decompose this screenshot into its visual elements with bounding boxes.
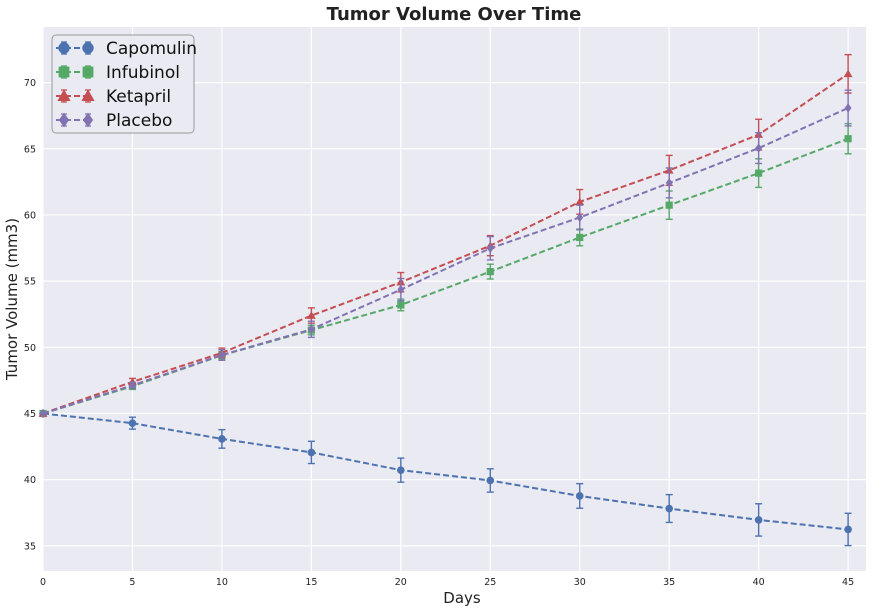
data-point	[307, 324, 315, 335]
data-point	[128, 419, 137, 427]
data-point	[486, 243, 494, 254]
y-tick-label: 60	[24, 210, 36, 221]
data-point	[844, 103, 852, 113]
legend-marker	[82, 112, 94, 128]
x-tick-label: 35	[663, 577, 675, 588]
y-axis-label: Tumor Volume (mm3)	[3, 218, 21, 381]
series-placebo	[39, 89, 852, 419]
y-tick-label: 65	[24, 144, 36, 155]
data-point	[575, 197, 585, 206]
legend-marker	[58, 112, 70, 128]
y-tick-label: 55	[24, 277, 36, 288]
x-tick-label: 10	[216, 577, 228, 588]
series-line	[42, 107, 849, 415]
data-point	[397, 301, 405, 309]
data-point	[486, 268, 494, 276]
grid	[42, 27, 866, 571]
data-point	[665, 201, 673, 209]
data-point	[576, 212, 584, 223]
x-tick-label: 0	[40, 577, 46, 588]
data-point	[755, 143, 763, 153]
legend-item-capomulin: Capomulin	[56, 39, 197, 59]
series-line	[42, 73, 849, 415]
legend-marker	[58, 42, 70, 54]
x-tick-label: 15	[305, 577, 317, 588]
data-point	[665, 178, 673, 188]
series-line	[42, 412, 849, 531]
legend-marker	[81, 89, 95, 101]
legend-item-placebo: Placebo	[56, 111, 172, 131]
x-tick-label: 40	[753, 577, 765, 588]
data-point	[218, 350, 226, 360]
x-tick-label: 30	[574, 577, 586, 588]
legend-label: Infubinol	[106, 63, 180, 83]
data-point	[218, 435, 226, 443]
x-tick-label: 5	[129, 577, 135, 588]
legend-item-ketapril: Ketapril	[56, 87, 171, 107]
data-point	[39, 408, 47, 419]
data-point	[665, 504, 673, 513]
y-tick-label: 50	[24, 343, 36, 354]
chart-title: Tumor Volume Over Time	[327, 4, 582, 25]
ticks: 0 5 10 15 20 25 30 35 40 45 35 40 45 50 55 60 65 70	[24, 78, 854, 588]
data-point	[576, 233, 584, 242]
data-point	[307, 448, 316, 457]
legend-box	[51, 34, 195, 134]
legend-label: Placebo	[106, 111, 172, 131]
data-point	[397, 284, 405, 295]
legend-marker	[57, 89, 71, 101]
y-tick-label: 35	[24, 541, 36, 552]
x-tick-label: 25	[484, 577, 496, 588]
legend-label: Capomulin	[106, 39, 197, 59]
x-tick-label: 45	[842, 577, 854, 588]
y-tick-label: 45	[24, 409, 36, 420]
data-point	[306, 311, 316, 319]
legend-marker	[82, 42, 94, 54]
data-point	[844, 135, 852, 143]
data-point	[754, 516, 763, 524]
y-tick-label: 70	[24, 78, 36, 89]
y-tick-label: 40	[24, 475, 36, 486]
x-tick-label: 20	[395, 577, 407, 588]
legend-label: Ketapril	[106, 87, 171, 107]
data-point	[844, 525, 852, 534]
x-axis-label: Days	[443, 589, 481, 607]
data-point	[129, 380, 136, 391]
legend-marker	[82, 66, 94, 78]
legend-marker	[58, 66, 70, 78]
data-point	[575, 492, 584, 500]
data-point	[397, 466, 405, 474]
data-point	[843, 69, 853, 78]
series-layer	[38, 53, 853, 547]
data-point	[755, 169, 763, 177]
legend-item-infubinol: Infubinol	[56, 63, 180, 83]
legend: Capomulin Infubinol Ketapril Placebo	[51, 34, 197, 134]
data-point	[486, 476, 495, 485]
